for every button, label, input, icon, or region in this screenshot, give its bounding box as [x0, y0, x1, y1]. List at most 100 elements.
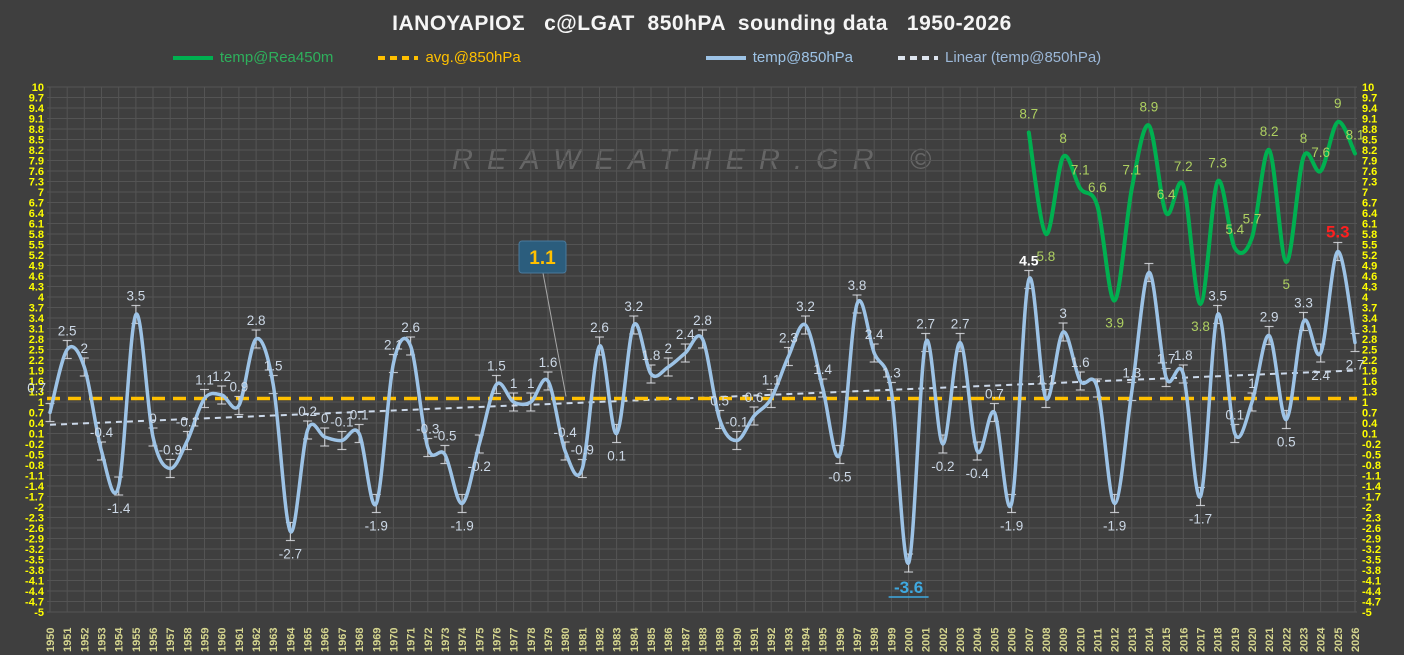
- x-axis-year-label: 1978: [526, 628, 538, 652]
- y-axis-tick-left: 2.2: [29, 355, 44, 367]
- y-axis-tick-right: 8.8: [1362, 124, 1377, 136]
- y-axis-tick-right: 5.8: [1362, 229, 1377, 241]
- y-axis-tick-right: -3.8: [1362, 565, 1381, 577]
- data-label-2023: 3.3: [1294, 296, 1313, 311]
- legend-dashed-line-icon: [378, 55, 419, 60]
- y-axis-tick-left: -1.1: [25, 471, 44, 483]
- x-axis-year-label: 1987: [680, 628, 692, 652]
- data-label-1968: 0.1: [350, 408, 369, 423]
- y-axis-tick-left: 4: [38, 292, 45, 304]
- data-label-1991: 0.6: [745, 390, 764, 405]
- y-axis-tick-left: 5.2: [29, 250, 44, 262]
- data-label-2015: 6.4: [1157, 187, 1176, 202]
- y-axis-tick-left: 3.7: [29, 303, 44, 315]
- x-axis-year-label: 1957: [165, 628, 177, 652]
- data-label-2005: 0.7: [985, 387, 1004, 402]
- data-label-2024: 7.6: [1311, 145, 1330, 160]
- avg-callout-value: 1.1: [529, 248, 556, 269]
- data-label-1977: 1: [510, 376, 518, 391]
- legend-item-1: avg.@850hPa: [378, 49, 521, 66]
- y-axis-tick-left: 8.5: [29, 135, 44, 147]
- y-axis-tick-right: 0.4: [1362, 418, 1378, 430]
- data-label-1995: 1.4: [813, 362, 832, 377]
- data-label-1981: -0.9: [571, 443, 594, 458]
- y-axis-tick-right: -1.1: [1362, 471, 1381, 483]
- x-axis-year-label: 1981: [577, 628, 589, 652]
- y-axis-tick-right: -1.7: [1362, 492, 1381, 504]
- x-axis-year-label: 2017: [1196, 628, 1208, 652]
- y-axis-tick-right: 0.7: [1362, 408, 1377, 420]
- y-axis-tick-right: -0.5: [1362, 450, 1381, 462]
- y-axis-tick-left: 8.2: [29, 145, 44, 157]
- data-label-2017: -1.7: [1189, 512, 1212, 527]
- y-axis-tick-right: 2.5: [1362, 345, 1377, 357]
- callout-connector: [542, 272, 567, 397]
- y-axis-tick-left: 9.1: [29, 114, 44, 126]
- x-axis-year-label: 1973: [440, 628, 452, 652]
- y-axis-tick-left: 6.1: [29, 219, 44, 231]
- y-axis-tick-left: 0.1: [29, 429, 44, 441]
- y-axis-tick-left: 7.3: [29, 177, 44, 189]
- data-label-1988: 2.8: [693, 313, 712, 328]
- y-axis-tick-left: -1.4: [25, 481, 45, 493]
- data-label-1975: -0.2: [468, 459, 491, 474]
- temp-850hPa-series-line: [48, 249, 1357, 565]
- x-axis-year-label: 1991: [749, 628, 761, 652]
- x-axis-year-label: 1951: [62, 628, 74, 652]
- avg-callout-box: [518, 240, 567, 274]
- data-label-2000: -3.6: [894, 578, 923, 597]
- data-label-2020: 5.7: [1243, 212, 1262, 227]
- x-axis-year-label: 1990: [732, 628, 744, 652]
- y-axis-tick-left: -2: [34, 502, 44, 514]
- y-axis-tick-left: -3.5: [25, 555, 44, 567]
- x-axis-year-label: 1972: [423, 628, 435, 652]
- y-axis-tick-left: 6.4: [29, 208, 45, 220]
- y-axis-tick-right: 9.7: [1362, 93, 1377, 105]
- data-label-1952: 2: [81, 341, 89, 356]
- x-axis-year-label: 1960: [217, 628, 229, 652]
- data-label-1989: 0.5: [710, 394, 729, 409]
- y-axis-tick-right: 2.2: [1362, 355, 1377, 367]
- data-label-1953: -0.4: [90, 425, 114, 440]
- data-label-1992: 1.1: [762, 373, 781, 388]
- y-axis-tick-right: 6.7: [1362, 198, 1377, 210]
- y-axis-tick-right: -3.5: [1362, 555, 1381, 567]
- data-label-2017: 3.8: [1191, 319, 1210, 334]
- x-axis-year-label: 2012: [1110, 628, 1122, 652]
- y-axis-tick-right: 6.1: [1362, 219, 1377, 231]
- y-axis-tick-left: 10: [32, 82, 44, 94]
- y-axis-tick-right: -0.8: [1362, 460, 1381, 472]
- y-axis-tick-right: 4: [1362, 292, 1369, 304]
- data-label-1990: -0.1: [725, 415, 748, 430]
- data-label-2008: 1.1: [1037, 373, 1056, 388]
- data-label-1966: 0: [321, 411, 329, 426]
- y-axis-tick-right: 5.2: [1362, 250, 1377, 262]
- x-axis-year-label: 2009: [1058, 628, 1070, 652]
- x-axis-year-label: 1996: [835, 628, 847, 652]
- y-axis-tick-right: 7: [1362, 187, 1368, 199]
- x-axis-year-label: 1997: [852, 628, 864, 652]
- y-axis-tick-left: 7.6: [29, 166, 44, 178]
- x-axis-year-label: 1995: [818, 628, 830, 652]
- data-label-1974: -1.9: [450, 519, 473, 534]
- data-label-1970: 2.1: [384, 338, 403, 353]
- y-axis-tick-left: 2.5: [29, 345, 44, 357]
- x-axis-year-label: 1988: [698, 628, 710, 652]
- y-axis-tick-left: 1.6: [29, 376, 44, 388]
- x-axis-year-label: 2010: [1075, 628, 1087, 652]
- data-label-2012: -1.9: [1103, 519, 1126, 534]
- data-label-2014: 8.9: [1140, 100, 1159, 115]
- y-axis-tick-right: 4.6: [1362, 271, 1377, 283]
- y-axis-tick-left: -1.7: [25, 492, 44, 504]
- data-label-1982: 2.6: [590, 320, 609, 335]
- y-axis-tick-right: 7.9: [1362, 156, 1377, 168]
- data-label-2019: 0.1: [1225, 408, 1244, 423]
- data-label-1997: 3.8: [848, 278, 867, 293]
- x-axis-year-label: 1975: [474, 628, 486, 652]
- legend-item-2: temp@850hPa: [705, 49, 853, 66]
- y-axis-tick-right: 1.6: [1362, 376, 1377, 388]
- data-label-2010: 1.6: [1071, 355, 1090, 370]
- y-axis-tick-right: 1.3: [1362, 387, 1377, 399]
- y-axis-tick-right: 4.9: [1362, 261, 1377, 273]
- x-axis-year-label: 2000: [904, 628, 916, 652]
